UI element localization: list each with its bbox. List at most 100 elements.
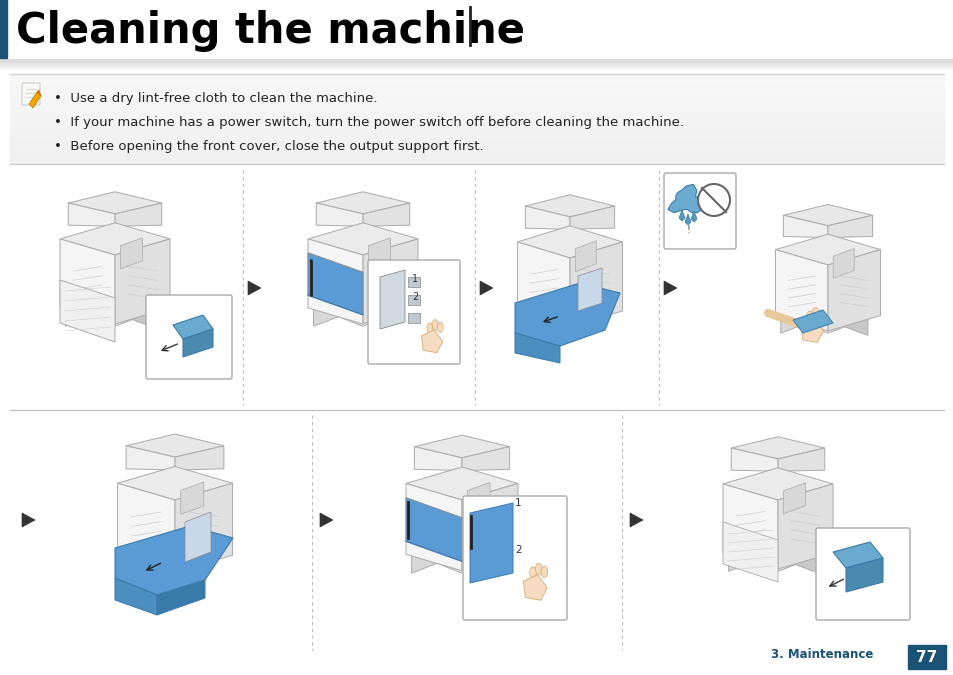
Polygon shape [22,513,35,527]
Polygon shape [66,292,107,326]
Bar [10,84,943,85]
Polygon shape [355,292,404,329]
Bar [10,118,943,119]
Bar [0,66,953,67]
Ellipse shape [436,322,443,332]
Bar [10,159,943,160]
Polygon shape [663,281,677,295]
Polygon shape [379,270,405,329]
Polygon shape [827,250,880,331]
Bar [10,152,943,153]
Bar [10,114,943,115]
Polygon shape [782,205,872,225]
Bar [10,96,943,97]
Bar [10,145,943,146]
Bar [10,87,943,88]
Bar [10,160,943,161]
Polygon shape [120,238,142,269]
Polygon shape [315,203,363,226]
Polygon shape [684,214,690,225]
Text: •  If your machine has a power switch, turn the power switch off before cleaning: • If your machine has a power switch, tu… [54,116,683,129]
Bar [10,162,943,163]
Polygon shape [308,223,417,255]
Polygon shape [782,483,804,514]
Circle shape [698,184,729,216]
Polygon shape [115,239,170,324]
Bar [0,68,953,69]
Polygon shape [406,497,461,562]
Text: !: ! [685,225,689,235]
Polygon shape [722,484,778,569]
Polygon shape [722,468,832,500]
Bar [10,155,943,156]
Text: 1: 1 [515,498,521,508]
Bar [10,101,943,102]
Bar [10,90,943,91]
Polygon shape [248,281,261,295]
Polygon shape [769,537,819,574]
Bar [10,111,943,112]
Bar [0,0,7,58]
Bar [10,74,943,75]
Bar [10,115,943,116]
Polygon shape [470,503,513,583]
Polygon shape [629,513,642,527]
Polygon shape [414,447,461,470]
Bar [10,151,943,152]
Polygon shape [117,483,174,572]
Ellipse shape [817,310,823,321]
Bar [10,130,943,131]
Polygon shape [832,248,853,278]
Polygon shape [690,211,697,222]
Bar [10,140,943,141]
FancyBboxPatch shape [146,295,232,379]
Polygon shape [406,467,517,500]
Bar [10,113,943,114]
Bar [0,67,953,68]
Polygon shape [679,210,684,221]
Bar [10,147,943,148]
Bar [10,77,943,78]
Polygon shape [66,292,156,326]
Bar [10,157,943,158]
Bar [10,154,943,155]
Polygon shape [315,192,410,214]
Polygon shape [174,446,224,470]
Polygon shape [69,203,115,226]
Polygon shape [117,466,233,500]
Polygon shape [775,234,880,265]
Text: •  Use a dry lint-free cloth to clean the machine.: • Use a dry lint-free cloth to clean the… [54,92,377,105]
Ellipse shape [535,563,541,574]
Polygon shape [107,292,156,329]
Polygon shape [731,437,824,459]
Bar [10,82,943,83]
Bar [10,121,943,122]
Bar [0,65,953,66]
Bar [10,109,943,110]
Bar [10,139,943,140]
Bar [0,64,953,65]
Bar [10,79,943,80]
Bar [10,85,943,86]
Bar [10,98,943,99]
Ellipse shape [540,566,547,577]
Bar [10,102,943,103]
Bar [408,277,419,287]
Bar [10,80,943,81]
Bar [10,89,943,90]
Polygon shape [575,241,596,272]
Ellipse shape [529,567,536,578]
Bar [10,104,943,105]
Bar [10,125,943,126]
Bar [408,313,419,323]
Polygon shape [778,484,832,569]
Polygon shape [29,92,41,108]
Polygon shape [172,315,213,339]
Bar [10,78,943,79]
Polygon shape [780,300,867,333]
Bar [10,133,943,134]
Polygon shape [185,512,211,562]
FancyBboxPatch shape [462,496,566,620]
Text: 3. Maintenance: 3. Maintenance [770,648,872,661]
Bar [0,60,953,61]
